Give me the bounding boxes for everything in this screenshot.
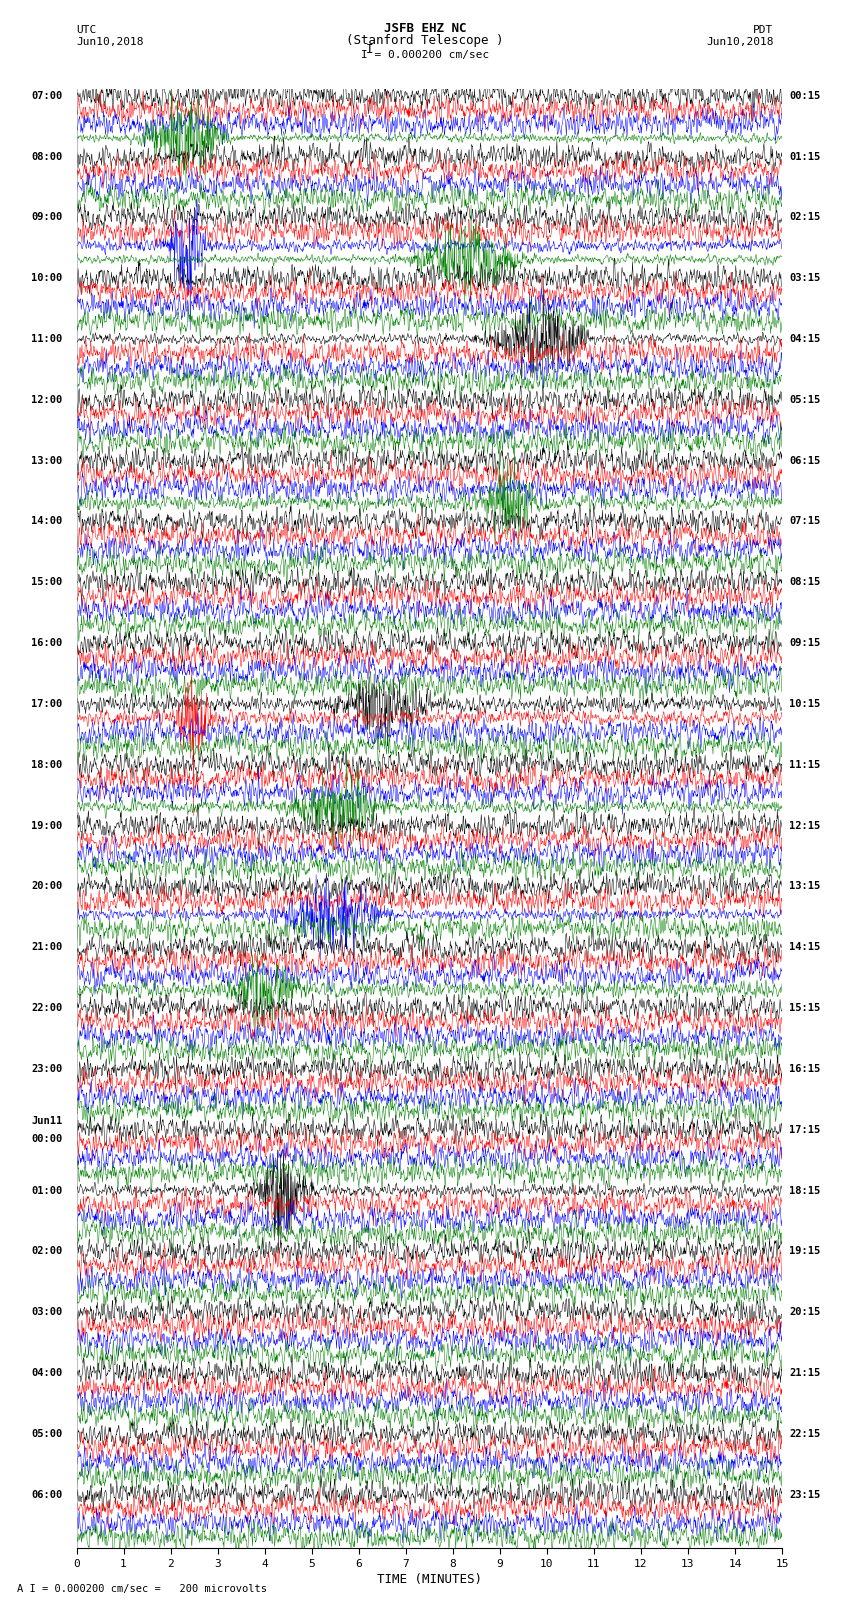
Text: 13:00: 13:00 [31, 456, 62, 466]
Text: 19:15: 19:15 [789, 1247, 820, 1257]
Text: Jun10,2018: Jun10,2018 [76, 37, 144, 47]
Text: 06:00: 06:00 [31, 1490, 62, 1500]
Text: Jun10,2018: Jun10,2018 [706, 37, 774, 47]
Text: 08:00: 08:00 [31, 152, 62, 161]
Text: 03:15: 03:15 [789, 273, 820, 284]
Text: 17:15: 17:15 [789, 1124, 820, 1134]
Text: UTC: UTC [76, 26, 97, 35]
Text: I: I [366, 42, 373, 56]
Text: 13:15: 13:15 [789, 881, 820, 892]
Text: 15:00: 15:00 [31, 577, 62, 587]
Text: I = 0.000200 cm/sec: I = 0.000200 cm/sec [361, 50, 489, 60]
Text: 05:15: 05:15 [789, 395, 820, 405]
X-axis label: TIME (MINUTES): TIME (MINUTES) [377, 1573, 482, 1586]
Text: 11:00: 11:00 [31, 334, 62, 344]
Text: 12:00: 12:00 [31, 395, 62, 405]
Text: 10:15: 10:15 [789, 698, 820, 710]
Text: 21:00: 21:00 [31, 942, 62, 952]
Text: 21:15: 21:15 [789, 1368, 820, 1378]
Text: 16:15: 16:15 [789, 1065, 820, 1074]
Text: 07:15: 07:15 [789, 516, 820, 526]
Text: 04:15: 04:15 [789, 334, 820, 344]
Text: 19:00: 19:00 [31, 821, 62, 831]
Text: 09:00: 09:00 [31, 213, 62, 223]
Text: 07:00: 07:00 [31, 90, 62, 100]
Text: Jun11: Jun11 [31, 1116, 62, 1126]
Text: 16:00: 16:00 [31, 639, 62, 648]
Text: 06:15: 06:15 [789, 456, 820, 466]
Text: 03:00: 03:00 [31, 1307, 62, 1318]
Text: 08:15: 08:15 [789, 577, 820, 587]
Text: 18:00: 18:00 [31, 760, 62, 769]
Text: 23:15: 23:15 [789, 1490, 820, 1500]
Text: 18:15: 18:15 [789, 1186, 820, 1195]
Text: 17:00: 17:00 [31, 698, 62, 710]
Text: 22:00: 22:00 [31, 1003, 62, 1013]
Text: 20:00: 20:00 [31, 881, 62, 892]
Text: 09:15: 09:15 [789, 639, 820, 648]
Text: 14:15: 14:15 [789, 942, 820, 952]
Text: 04:00: 04:00 [31, 1368, 62, 1378]
Text: 01:15: 01:15 [789, 152, 820, 161]
Text: PDT: PDT [753, 26, 774, 35]
Text: JSFB EHZ NC: JSFB EHZ NC [383, 23, 467, 35]
Text: 23:00: 23:00 [31, 1065, 62, 1074]
Text: 00:00: 00:00 [31, 1134, 62, 1144]
Text: 12:15: 12:15 [789, 821, 820, 831]
Text: 02:00: 02:00 [31, 1247, 62, 1257]
Text: A I = 0.000200 cm/sec =   200 microvolts: A I = 0.000200 cm/sec = 200 microvolts [17, 1584, 267, 1594]
Text: 11:15: 11:15 [789, 760, 820, 769]
Text: 14:00: 14:00 [31, 516, 62, 526]
Text: 20:15: 20:15 [789, 1307, 820, 1318]
Text: 00:15: 00:15 [789, 90, 820, 100]
Text: 22:15: 22:15 [789, 1429, 820, 1439]
Text: 15:15: 15:15 [789, 1003, 820, 1013]
Text: 05:00: 05:00 [31, 1429, 62, 1439]
Text: 02:15: 02:15 [789, 213, 820, 223]
Text: 01:00: 01:00 [31, 1186, 62, 1195]
Text: 10:00: 10:00 [31, 273, 62, 284]
Text: (Stanford Telescope ): (Stanford Telescope ) [346, 34, 504, 47]
